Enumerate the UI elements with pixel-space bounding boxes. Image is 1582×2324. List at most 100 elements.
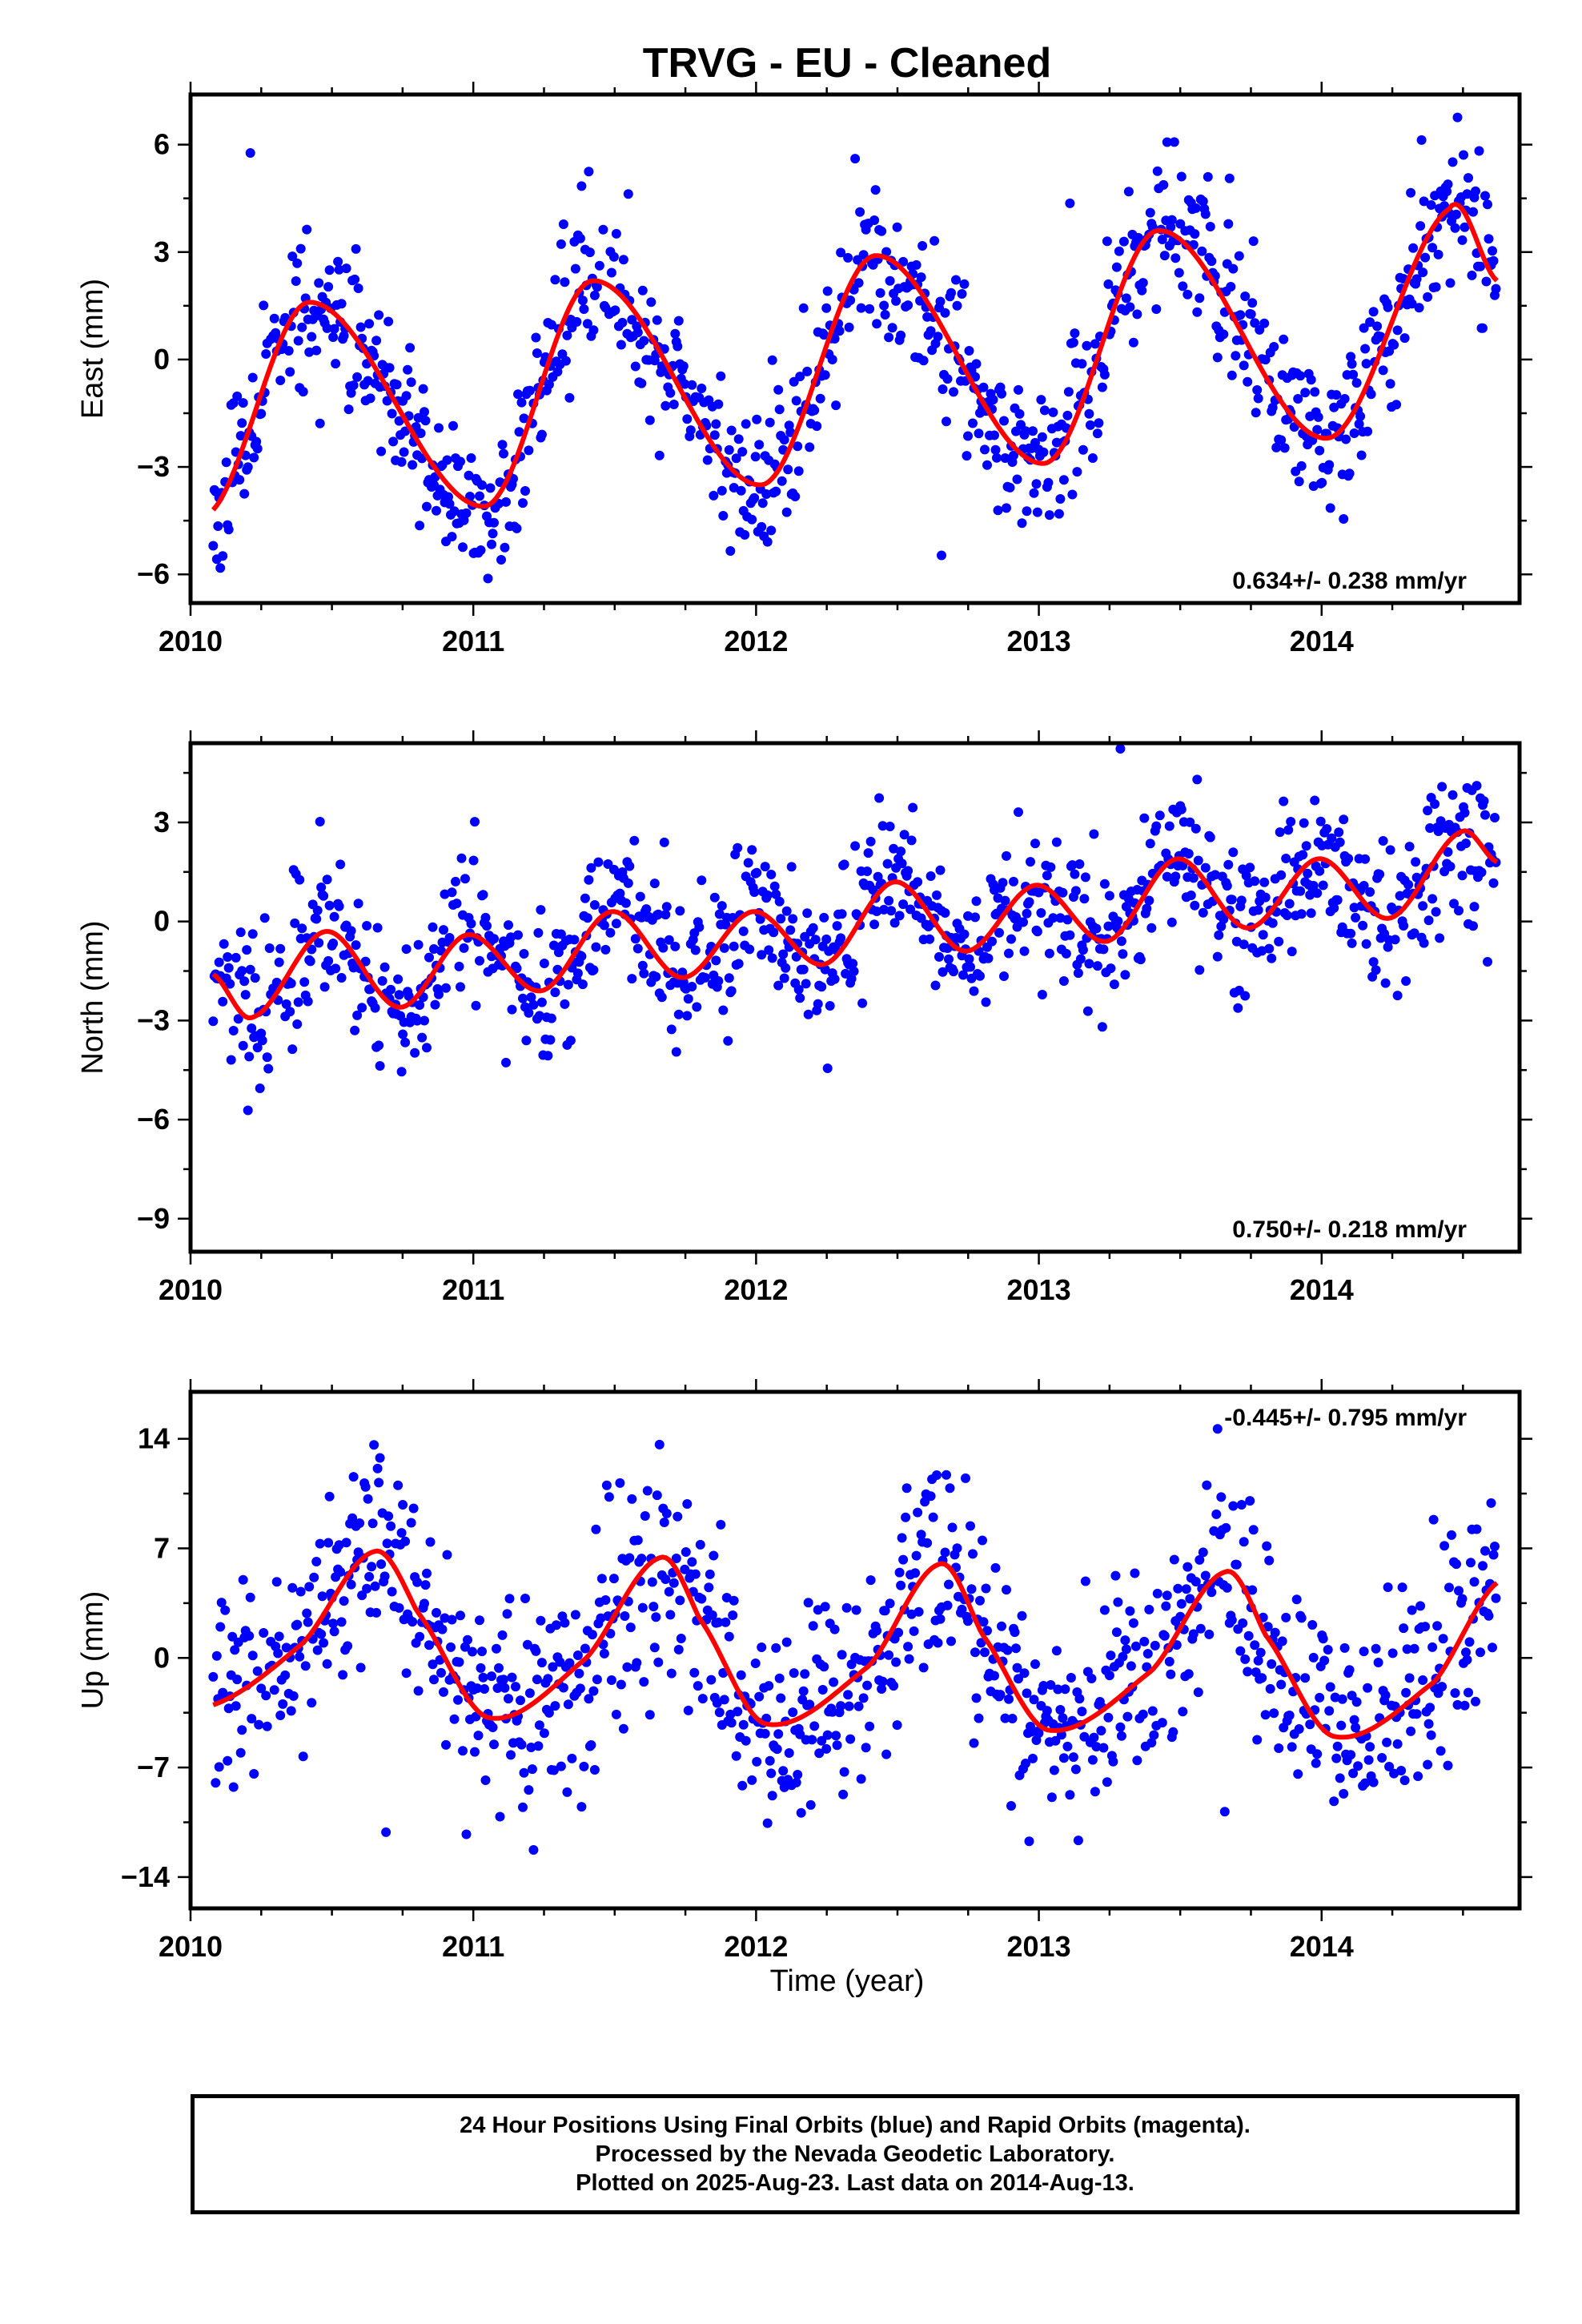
data-point: [901, 1512, 911, 1522]
data-point: [355, 322, 366, 332]
data-point: [238, 1040, 248, 1051]
data-point: [286, 1706, 296, 1716]
data-point: [432, 1607, 441, 1618]
data-point: [781, 906, 792, 916]
data-point: [1368, 1777, 1379, 1787]
data-point: [1296, 460, 1307, 471]
data-point: [1096, 1726, 1106, 1736]
data-point: [1415, 221, 1426, 231]
data-point: [255, 1084, 265, 1093]
data-point: [1423, 806, 1433, 816]
data-point: [324, 900, 335, 911]
data-point: [1053, 1684, 1063, 1695]
data-point: [610, 305, 620, 316]
data-point: [383, 316, 394, 327]
data-point: [394, 416, 404, 426]
data-point: [1284, 1711, 1295, 1720]
data-point: [834, 326, 845, 336]
data-point: [1174, 267, 1184, 278]
data-point: [383, 1511, 394, 1522]
data-point: [670, 941, 681, 951]
data-point: [926, 1491, 936, 1502]
data-point: [1389, 1768, 1399, 1779]
data-point: [1277, 1636, 1287, 1647]
data-point: [1432, 1621, 1443, 1631]
data-point: [532, 1675, 542, 1685]
data-point: [1430, 799, 1440, 809]
data-point: [891, 296, 901, 306]
data-point: [1169, 1554, 1179, 1565]
data-point: [1014, 1674, 1023, 1684]
data-point: [1142, 1662, 1152, 1672]
data-point: [740, 529, 750, 540]
data-point: [353, 283, 363, 293]
data-point: [1251, 408, 1261, 418]
y-tick-label: −9: [137, 1202, 170, 1235]
data-point: [805, 1699, 815, 1710]
data-point: [381, 1827, 391, 1837]
data-point: [718, 1005, 729, 1015]
data-point: [1207, 1587, 1217, 1598]
data-point: [1082, 1006, 1093, 1016]
data-point: [697, 875, 707, 886]
data-point: [319, 891, 329, 901]
data-point: [211, 1651, 222, 1661]
data-point: [1351, 378, 1362, 388]
data-point: [608, 251, 619, 262]
data-point: [1435, 1746, 1446, 1756]
data-point: [501, 497, 511, 507]
data-point: [436, 1667, 446, 1678]
data-point: [596, 1574, 607, 1584]
data-point: [827, 1707, 837, 1717]
data-point: [464, 470, 474, 480]
data-point: [666, 1668, 677, 1679]
data-point: [470, 1747, 480, 1757]
data-point: [1443, 1760, 1453, 1771]
data-point: [1115, 744, 1126, 754]
data-point: [1128, 337, 1138, 348]
data-point: [1484, 1610, 1494, 1621]
data-point: [952, 300, 962, 311]
data-point: [676, 1634, 686, 1643]
data-point: [1111, 262, 1122, 272]
data-point: [1464, 1637, 1475, 1647]
data-point: [600, 1595, 611, 1605]
data-point: [747, 1775, 757, 1785]
data-point: [1046, 1680, 1056, 1690]
data-point: [560, 277, 570, 287]
data-point: [524, 445, 534, 456]
data-point: [403, 364, 413, 375]
data-point: [560, 999, 570, 1009]
data-point: [334, 1540, 344, 1550]
data-point: [779, 973, 789, 983]
data-point: [966, 1584, 977, 1594]
data-point: [1488, 246, 1497, 256]
data-point: [845, 1734, 856, 1744]
data-point: [1228, 847, 1239, 858]
north-frame: [188, 741, 1522, 1254]
data-point: [1145, 207, 1155, 218]
data-point: [329, 324, 339, 334]
data-point: [844, 322, 854, 332]
north-points: [208, 744, 1501, 1116]
data-point: [1046, 1792, 1057, 1803]
data-point: [1227, 1615, 1237, 1625]
data-point: [454, 961, 464, 971]
data-point: [625, 1622, 636, 1633]
data-point: [881, 1749, 892, 1759]
data-point: [940, 1547, 950, 1558]
data-point: [309, 1572, 319, 1582]
data-point: [1396, 1766, 1407, 1775]
data-point: [1210, 870, 1220, 880]
data-point: [882, 858, 893, 869]
data-point: [410, 1047, 420, 1058]
data-point: [1212, 1424, 1223, 1434]
data-point: [903, 1642, 913, 1652]
data-point: [550, 275, 560, 285]
data-point: [1240, 292, 1251, 301]
data-point: [1343, 854, 1354, 864]
data-point: [271, 1577, 282, 1587]
data-point: [1287, 1742, 1297, 1752]
data-point: [817, 1735, 827, 1746]
data-point: [1166, 917, 1177, 927]
